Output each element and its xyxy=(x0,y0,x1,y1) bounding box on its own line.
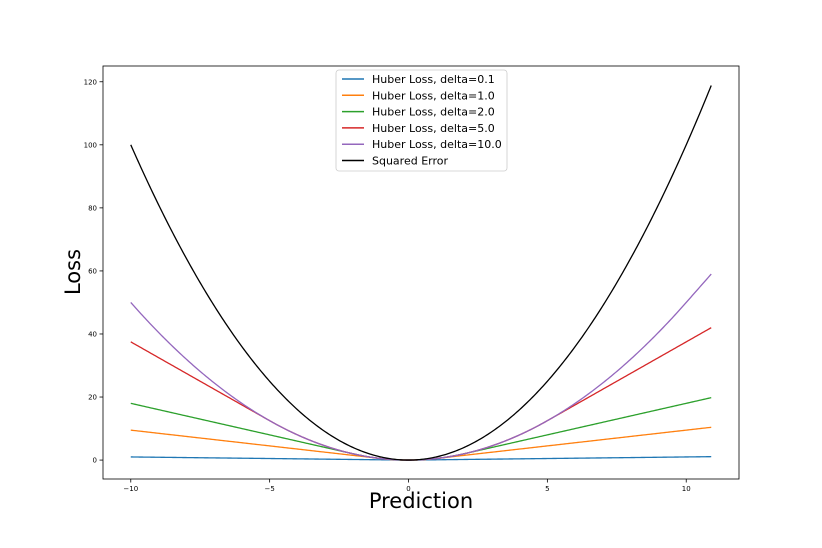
y-tick-label: 20 xyxy=(88,394,97,402)
x-axis-ticks: −10 −5 0 5 10 xyxy=(123,479,691,493)
x-tick-label: 0 xyxy=(406,485,410,493)
series-layer xyxy=(130,85,712,461)
x-tick-label: −5 xyxy=(264,485,274,493)
x-axis-label: Prediction xyxy=(369,489,473,513)
y-tick-label: 80 xyxy=(88,204,97,212)
y-tick-label: 100 xyxy=(84,141,97,149)
legend-label: Huber Loss, delta=1.0 xyxy=(372,89,495,102)
legend-box xyxy=(335,69,508,172)
legend-label: Huber Loss, delta=2.0 xyxy=(372,106,495,119)
plot-frame xyxy=(102,65,740,480)
y-axis-ticks: 0 20 40 60 80 100 120 xyxy=(84,78,103,465)
x-tick-label: −10 xyxy=(123,485,138,493)
x-tick-label: 5 xyxy=(545,485,549,493)
legend-label: Huber Loss, delta=0.1 xyxy=(372,73,495,86)
series-line-5 xyxy=(130,85,712,461)
x-tick-label: 10 xyxy=(682,485,691,493)
legend-label: Huber Loss, delta=5.0 xyxy=(372,122,495,135)
legend: Huber Loss, delta=0.1 Huber Loss, delta=1… xyxy=(335,69,508,172)
y-axis-label: Loss xyxy=(61,249,85,295)
y-tick-label: 120 xyxy=(84,78,97,86)
y-tick-label: 40 xyxy=(88,330,97,338)
legend-label: Huber Loss, delta=10.0 xyxy=(372,138,502,151)
y-tick-label: 0 xyxy=(93,457,97,465)
y-tick-label: 60 xyxy=(88,267,97,275)
legend-label: Squared Error xyxy=(372,155,448,168)
